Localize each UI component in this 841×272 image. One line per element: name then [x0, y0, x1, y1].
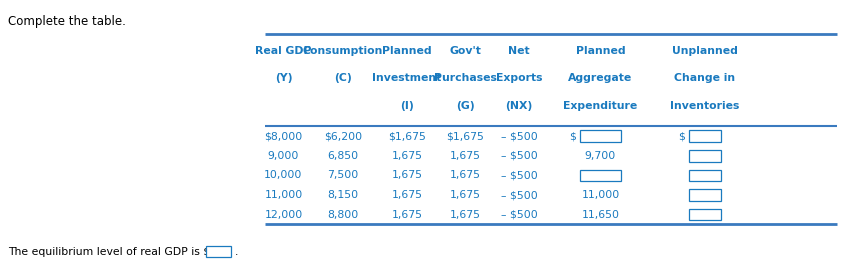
Text: 1,675: 1,675 — [392, 151, 422, 161]
Bar — [689, 189, 721, 201]
Text: 9,700: 9,700 — [584, 151, 616, 161]
Text: – $500: – $500 — [500, 171, 537, 180]
Bar — [689, 209, 721, 221]
Text: 9,000: 9,000 — [267, 151, 299, 161]
Text: Real GDP: Real GDP — [255, 46, 312, 56]
Bar — [580, 130, 621, 142]
Text: – $500: – $500 — [500, 131, 537, 141]
Text: 1,675: 1,675 — [450, 210, 480, 220]
Bar — [689, 150, 721, 162]
Text: (I): (I) — [400, 101, 414, 111]
Bar — [206, 246, 231, 258]
Text: 8,150: 8,150 — [327, 190, 359, 200]
Text: 12,000: 12,000 — [264, 210, 303, 220]
Text: 1,675: 1,675 — [450, 151, 480, 161]
Text: Net: Net — [508, 46, 530, 56]
Text: Inventories: Inventories — [670, 101, 739, 111]
Text: 10,000: 10,000 — [264, 171, 303, 180]
Text: – $500: – $500 — [500, 210, 537, 220]
Text: 1,675: 1,675 — [392, 190, 422, 200]
Text: 11,000: 11,000 — [264, 190, 303, 200]
Text: Expenditure: Expenditure — [563, 101, 637, 111]
Text: (G): (G) — [456, 101, 474, 111]
Text: 1,675: 1,675 — [450, 171, 480, 180]
Text: 6,850: 6,850 — [327, 151, 359, 161]
Text: $: $ — [569, 131, 576, 141]
Text: 8,800: 8,800 — [327, 210, 359, 220]
Text: $8,000: $8,000 — [264, 131, 303, 141]
Text: Planned: Planned — [382, 46, 432, 56]
Text: 7,500: 7,500 — [327, 171, 359, 180]
Text: The equilibrium level of real GDP is $: The equilibrium level of real GDP is $ — [8, 247, 210, 256]
Text: (Y): (Y) — [275, 73, 292, 84]
Text: $6,200: $6,200 — [324, 131, 362, 141]
Text: Gov't: Gov't — [449, 46, 481, 56]
Text: $1,675: $1,675 — [446, 131, 484, 141]
Text: 1,675: 1,675 — [392, 171, 422, 180]
Text: – $500: – $500 — [500, 151, 537, 161]
Text: – $500: – $500 — [500, 190, 537, 200]
Text: 1,675: 1,675 — [392, 210, 422, 220]
Text: (NX): (NX) — [505, 101, 532, 111]
Text: Consumption: Consumption — [303, 46, 383, 56]
Text: Planned: Planned — [575, 46, 626, 56]
Text: Exports: Exports — [495, 73, 542, 84]
Text: $1,675: $1,675 — [388, 131, 426, 141]
Text: $: $ — [678, 131, 685, 141]
Text: Unplanned: Unplanned — [672, 46, 738, 56]
Bar — [580, 169, 621, 181]
Text: 11,650: 11,650 — [581, 210, 620, 220]
Bar — [689, 169, 721, 181]
Text: Investment: Investment — [373, 73, 442, 84]
Text: 1,675: 1,675 — [450, 190, 480, 200]
Text: .: . — [235, 247, 238, 256]
Text: Aggregate: Aggregate — [569, 73, 632, 84]
Text: Change in: Change in — [674, 73, 735, 84]
Text: Complete the table.: Complete the table. — [8, 15, 126, 28]
Bar — [689, 130, 721, 142]
Text: 11,000: 11,000 — [581, 190, 620, 200]
Text: (C): (C) — [334, 73, 352, 84]
Text: Purchases: Purchases — [434, 73, 496, 84]
